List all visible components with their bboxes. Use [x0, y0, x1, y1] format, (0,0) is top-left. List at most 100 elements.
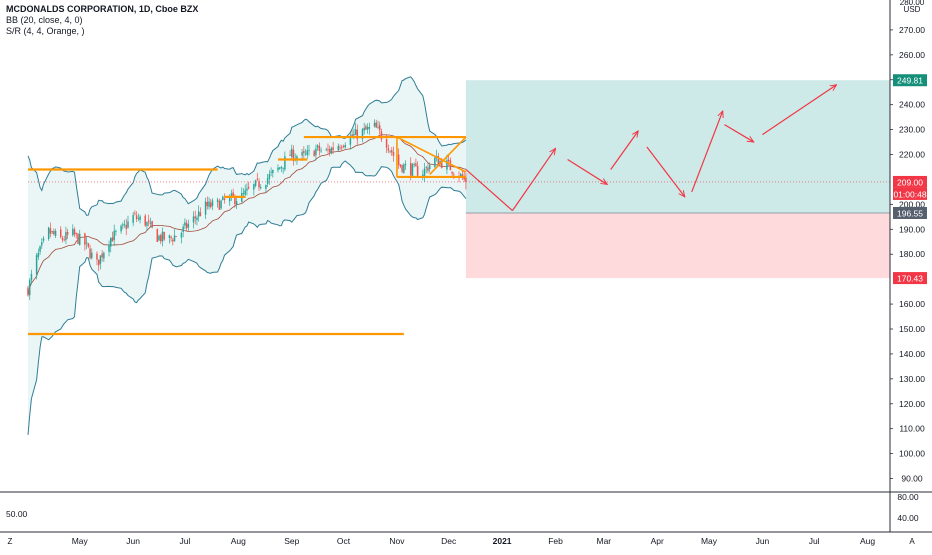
candle[interactable] [280, 165, 283, 172]
candle[interactable] [42, 236, 45, 243]
candle[interactable] [175, 236, 178, 237]
candle[interactable] [373, 119, 376, 128]
candle[interactable] [313, 149, 315, 157]
candle[interactable] [91, 248, 93, 260]
candle[interactable] [378, 121, 381, 135]
candle[interactable] [144, 213, 146, 227]
candle[interactable] [123, 219, 126, 228]
projection-arrow-2[interactable] [567, 159, 608, 185]
candle[interactable] [41, 238, 43, 250]
candle[interactable] [127, 215, 129, 229]
candle[interactable] [387, 144, 390, 154]
candle[interactable] [53, 228, 55, 236]
candle[interactable] [330, 146, 333, 155]
candle[interactable] [230, 189, 233, 201]
candle[interactable] [465, 173, 467, 190]
candle[interactable] [404, 160, 407, 170]
candle[interactable] [28, 278, 31, 300]
candle[interactable] [54, 228, 57, 239]
candle[interactable] [316, 144, 319, 151]
candle[interactable] [247, 181, 250, 190]
candle[interactable] [315, 144, 317, 161]
candle[interactable] [361, 127, 364, 143]
candle[interactable] [304, 149, 307, 156]
candle[interactable] [27, 285, 29, 297]
projection-arrow-1[interactable] [511, 148, 555, 211]
candle[interactable] [37, 248, 40, 260]
candle[interactable] [172, 237, 174, 246]
candle[interactable] [49, 222, 52, 238]
candle[interactable] [268, 170, 271, 185]
candle[interactable] [51, 230, 53, 235]
candle[interactable] [163, 231, 165, 241]
candle[interactable] [266, 173, 269, 188]
candle[interactable] [84, 232, 86, 251]
legend-bollinger-bands[interactable]: BB (20, close, 4, 0) [6, 15, 83, 25]
candle[interactable] [223, 193, 226, 204]
candle[interactable] [325, 147, 328, 152]
projection-arrow-3[interactable] [610, 131, 639, 170]
candle[interactable] [289, 149, 291, 156]
candle[interactable] [363, 122, 365, 135]
candle[interactable] [392, 146, 395, 162]
candle[interactable] [332, 141, 334, 154]
candle[interactable] [196, 215, 198, 226]
projection-arrow-0[interactable] [465, 169, 513, 212]
candle[interactable] [282, 167, 284, 174]
candle[interactable] [168, 234, 171, 244]
candle[interactable] [320, 147, 322, 153]
candle[interactable] [173, 229, 176, 242]
candle[interactable] [192, 211, 195, 229]
candle[interactable] [342, 144, 345, 149]
candle[interactable] [206, 196, 209, 210]
candle[interactable] [99, 255, 102, 270]
candle[interactable] [425, 165, 427, 174]
candle[interactable] [111, 231, 114, 242]
candle[interactable] [380, 128, 383, 143]
candle[interactable] [65, 226, 67, 245]
candle[interactable] [77, 232, 79, 245]
candle[interactable] [427, 163, 429, 174]
candle[interactable] [204, 197, 207, 220]
candle[interactable] [39, 245, 41, 255]
candle[interactable] [30, 269, 33, 285]
candle[interactable] [125, 218, 128, 236]
candle[interactable] [146, 221, 148, 231]
candle[interactable] [366, 123, 369, 134]
candle[interactable] [216, 197, 219, 208]
candle[interactable] [87, 243, 90, 249]
candle[interactable] [303, 146, 305, 160]
candle[interactable] [391, 147, 393, 156]
legend-support-resistance[interactable]: S/R (4, 4, Orange, ) [6, 26, 85, 36]
candle[interactable] [244, 184, 246, 198]
candle[interactable] [416, 161, 419, 177]
candle[interactable] [47, 226, 50, 241]
candle[interactable] [246, 183, 248, 196]
candle[interactable] [306, 145, 309, 159]
candle[interactable] [63, 235, 65, 242]
trend-line-2[interactable] [429, 136, 467, 176]
candle[interactable] [434, 156, 436, 168]
candle[interactable] [413, 162, 415, 168]
candle[interactable] [265, 184, 267, 193]
candle[interactable] [235, 197, 238, 209]
candle[interactable] [96, 251, 98, 266]
candle[interactable] [318, 142, 321, 156]
candle[interactable] [292, 145, 295, 166]
candle[interactable] [308, 144, 310, 156]
candle[interactable] [72, 224, 74, 237]
candle[interactable] [161, 227, 164, 247]
candle[interactable] [185, 219, 188, 232]
candle[interactable] [75, 232, 78, 239]
candle[interactable] [341, 144, 343, 151]
candle[interactable] [278, 167, 281, 170]
candle[interactable] [61, 235, 64, 243]
candle[interactable] [199, 207, 202, 217]
candle[interactable] [134, 210, 136, 216]
candle[interactable] [272, 169, 274, 178]
candle[interactable] [327, 143, 329, 154]
candle[interactable] [139, 214, 141, 224]
candle[interactable] [258, 178, 260, 191]
